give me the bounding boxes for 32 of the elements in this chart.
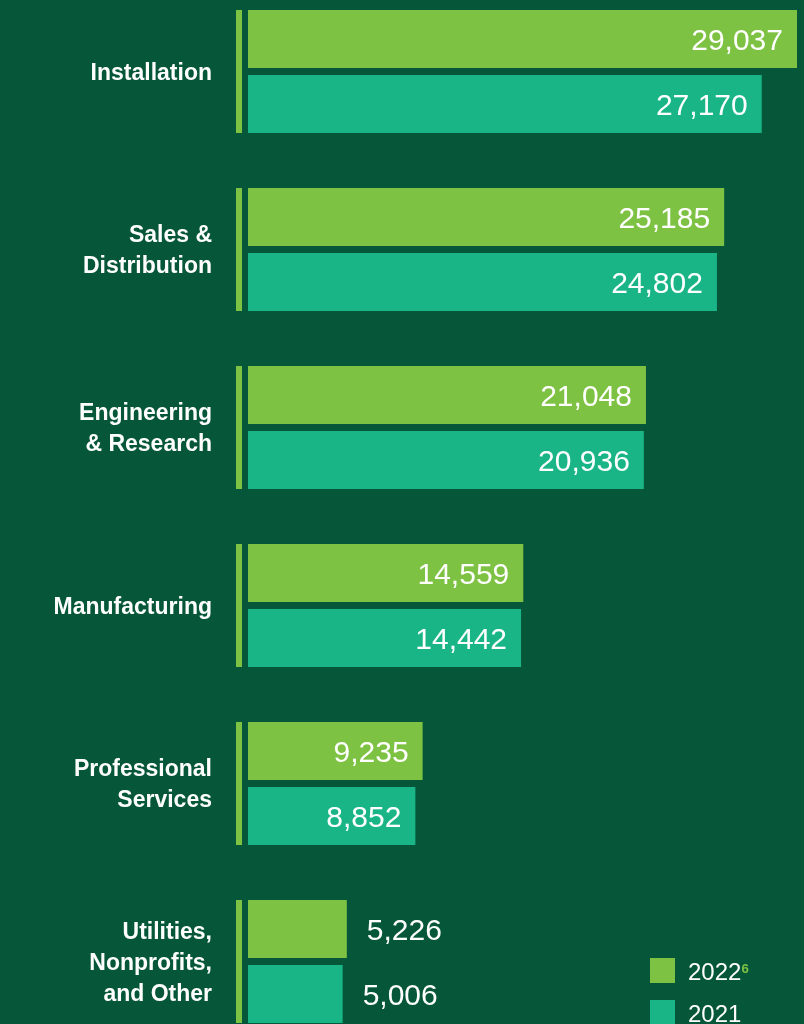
bar (248, 609, 522, 667)
data-label: 27,170 (655, 87, 748, 121)
y-tick-label: Utilities, Nonprofits, and Other (89, 917, 213, 1006)
bar (248, 431, 644, 489)
data-label: 24,802 (611, 265, 703, 299)
y-tick-label: Engineering & Research (79, 399, 212, 457)
bar (248, 965, 343, 1023)
bar (248, 722, 423, 780)
data-label: 5,006 (362, 977, 438, 1011)
y-tick-label: Sales & Distribution (82, 221, 212, 279)
bar (248, 787, 416, 845)
data-label: 20,936 (538, 443, 630, 477)
bar (248, 366, 646, 424)
bar (248, 544, 524, 602)
bar (248, 253, 717, 311)
bar (248, 75, 762, 133)
legend-label: 2022$^{6}$ (688, 957, 749, 985)
data-label: 5,226 (366, 912, 442, 946)
bar (248, 10, 797, 68)
bar (248, 188, 725, 246)
data-label: 25,185 (618, 200, 711, 234)
y-tick-label: Manufacturing (53, 592, 212, 619)
data-label: 14,442 (415, 621, 508, 655)
data-label: 9,235 (333, 734, 409, 768)
bar (248, 900, 347, 958)
data-label: 21,048 (540, 378, 632, 412)
data-label: 8,852 (326, 799, 402, 833)
data-label: 14,559 (417, 556, 510, 590)
y-tick-label: Professional Services (73, 755, 212, 813)
data-label: 29,037 (691, 22, 783, 56)
legend-label: 2021 (688, 999, 742, 1024)
y-tick-label: Installation (90, 58, 212, 85)
